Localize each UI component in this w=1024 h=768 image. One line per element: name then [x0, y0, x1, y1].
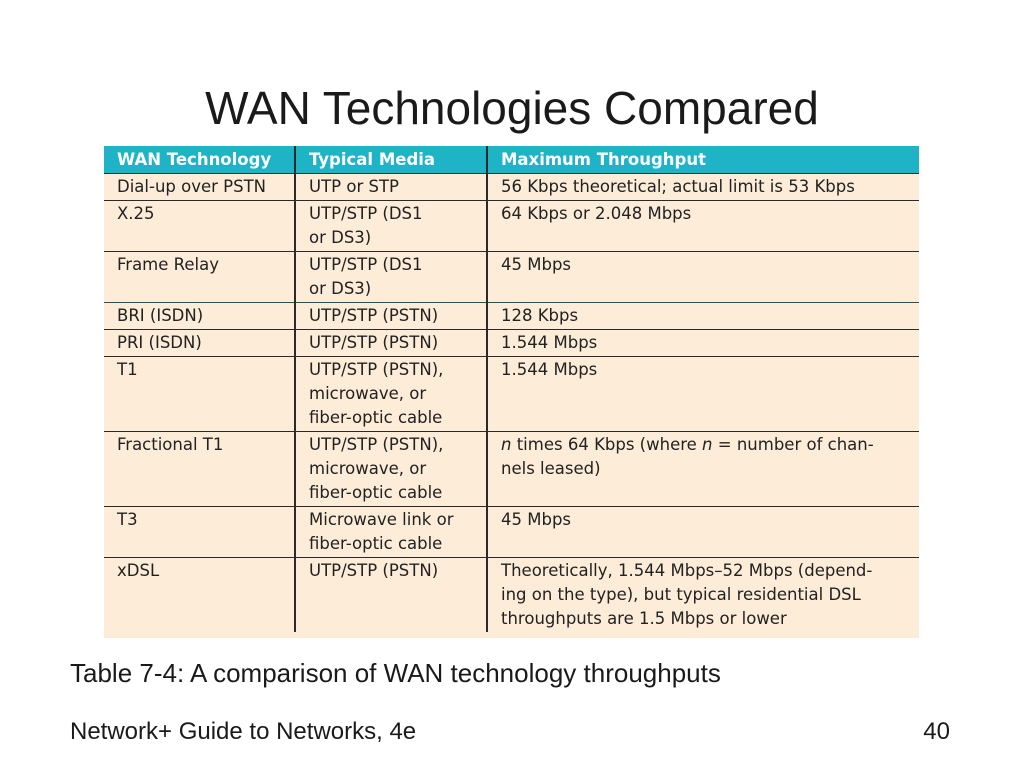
table: WAN Technology Typical Media Maximum Thr…	[104, 146, 919, 632]
header-typical-media: Typical Media	[294, 146, 487, 174]
cell-technology: X.25	[104, 200, 295, 252]
table-header-row: WAN Technology Typical Media Maximum Thr…	[104, 146, 919, 174]
cell-throughput: 1.544 Mbps	[486, 329, 919, 357]
table-row: PRI (ISDN) UTP/STP (PSTN) 1.544 Mbps	[104, 329, 919, 357]
cell-throughput: 1.544 Mbps	[486, 356, 919, 432]
table-row: xDSL UTP/STP (PSTN) Theoretically, 1.544…	[104, 557, 919, 632]
cell-technology: T3	[104, 506, 295, 558]
table-row: T1 UTP/STP (PSTN), microwave, or fiber-opt…	[104, 356, 919, 432]
cell-media: UTP/STP (PSTN), microwave, or fiber-optic …	[294, 431, 487, 507]
table-row: X.25 UTP/STP (DS1 or DS3) 64 Kbps or 2.04…	[104, 200, 919, 252]
throughput-text: = number of chan-nels leased)	[501, 435, 874, 478]
cell-technology: xDSL	[104, 557, 295, 632]
table-row: BRI (ISDN) UTP/STP (PSTN) 128 Kbps	[104, 302, 919, 330]
table-caption: Table 7-4: A comparison of WAN technolog…	[70, 658, 721, 688]
header-maximum-throughput: Maximum Throughput	[486, 146, 919, 174]
cell-technology: Dial-up over PSTN	[104, 173, 295, 201]
cell-media: UTP or STP	[294, 173, 487, 201]
cell-throughput: 128 Kbps	[486, 302, 919, 330]
cell-technology: Frame Relay	[104, 251, 295, 303]
cell-throughput: 45 Mbps	[486, 506, 919, 558]
cell-media: UTP/STP (PSTN)	[294, 329, 487, 357]
cell-throughput: 56 Kbps theoretical; actual limit is 53 …	[486, 173, 919, 201]
table-row: Dial-up over PSTN UTP or STP 56 Kbps the…	[104, 173, 919, 201]
cell-throughput: 64 Kbps or 2.048 Mbps	[486, 200, 919, 252]
cell-media: UTP/STP (PSTN)	[294, 557, 487, 632]
cell-media: UTP/STP (PSTN), microwave, or fiber-optic …	[294, 356, 487, 432]
cell-throughput: Theoretically, 1.544 Mbps–52 Mbps (depen…	[486, 557, 919, 632]
cell-throughput: n times 64 Kbps (where n = number of cha…	[486, 431, 919, 507]
cell-throughput: 45 Mbps	[486, 251, 919, 303]
slide-title: WAN Technologies Compared	[205, 82, 819, 134]
variable-n: n	[501, 435, 512, 454]
page-number: 40	[923, 718, 950, 745]
cell-media: UTP/STP (PSTN)	[294, 302, 487, 330]
wan-comparison-table: WAN Technology Typical Media Maximum Thr…	[104, 146, 919, 638]
footer-book-title: Network+ Guide to Networks, 4e	[70, 718, 417, 745]
header-wan-technology: WAN Technology	[104, 146, 295, 174]
cell-media: UTP/STP (DS1 or DS3)	[294, 200, 487, 252]
cell-technology: Fractional T1	[104, 431, 295, 507]
table-row: Fractional T1 UTP/STP (PSTN), microwave, …	[104, 431, 919, 507]
cell-technology: T1	[104, 356, 295, 432]
table-row: Frame Relay UTP/STP (DS1 or DS3) 45 Mbps	[104, 251, 919, 303]
cell-technology: PRI (ISDN)	[104, 329, 295, 357]
cell-media: UTP/STP (DS1 or DS3)	[294, 251, 487, 303]
table-row: T3 Microwave link or fiber-optic cable 45…	[104, 506, 919, 558]
cell-media: Microwave link or fiber-optic cable	[294, 506, 487, 558]
variable-n: n	[702, 435, 713, 454]
cell-technology: BRI (ISDN)	[104, 302, 295, 330]
throughput-text: times 64 Kbps (where	[511, 435, 703, 454]
